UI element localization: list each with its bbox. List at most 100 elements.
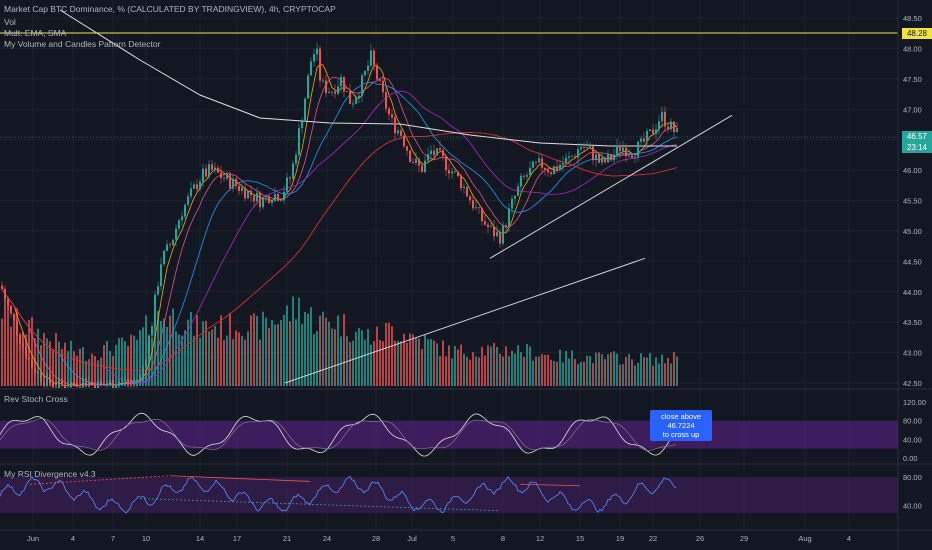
stoch-tick-label: 120.00 [903,398,926,407]
candle-body [598,154,600,163]
candle-body [136,380,138,382]
candle-body [580,147,582,150]
candle-body [370,50,372,66]
candle-body [514,195,516,199]
volume-bar [364,339,366,386]
candle-body [541,158,543,168]
divergence-line [519,483,581,487]
candle-body [328,92,330,93]
candle-body [253,195,255,202]
indicator-pattern-detector[interactable]: My Volume and Candles Pattern Detector [4,39,161,49]
volume-bar [667,357,669,386]
candle-body [661,111,663,122]
candle-body [151,326,153,336]
volume-bar [352,340,354,386]
candle-body [4,288,6,299]
price-tick-label: 44.00 [903,288,922,297]
candle-body [511,198,513,209]
volume-bar [52,349,54,386]
candle-body [163,250,165,265]
volume-bar [13,321,15,386]
candle-body [550,172,552,175]
candle-body [484,221,486,225]
candle-body [442,150,444,157]
volume-bar [520,352,522,386]
candle-body [109,380,111,385]
candle-body [208,164,210,177]
volume-bar [151,337,153,386]
candle-body [535,161,537,163]
candle-body [202,168,204,182]
candle-body [349,91,351,104]
indicator-mult-ema-sma[interactable]: Mult. EMA, SMA [4,28,67,38]
volume-bar [220,315,222,386]
candle-body [604,157,606,163]
volume-bar [331,328,333,386]
volume-bar [196,314,198,386]
volume-bar [268,328,270,386]
volume-bar [277,324,279,386]
volume-bar [478,357,480,386]
price-tick-label: 44.50 [903,257,922,266]
candle-body [478,207,480,209]
volume-bar [484,355,486,386]
volume-bar [118,338,120,386]
volume-bar [661,354,663,386]
volume-bar [637,362,639,386]
time-tick-label: 17 [233,534,241,543]
volume-bar [574,358,576,386]
volume-bar [55,333,57,386]
candle-body [115,386,117,388]
volume-bar [190,311,192,386]
candle-body [127,378,129,383]
candle-body [595,154,597,160]
candle-body [460,176,462,189]
candle-body [331,91,333,93]
volume-bar [238,332,240,386]
candle-body [412,162,414,163]
stoch-pane-title[interactable]: Rev Stoch Cross [4,394,68,404]
candle-body [571,156,573,158]
indicator-vol[interactable]: Vol [4,17,16,27]
candle-body [421,165,423,173]
volume-bar [535,356,537,386]
volume-bar [334,329,336,386]
volume-bar [187,319,189,386]
volume-bar [250,315,252,386]
time-tick-label: 29 [740,534,748,543]
volume-bar [292,296,294,386]
candle-body [265,196,267,198]
candle-body [496,231,498,237]
stoch-tick-label: 0.00 [903,454,918,463]
candle-body [31,359,33,369]
candle-body [205,168,207,177]
volume-bar [16,308,18,386]
candle-body [409,150,411,163]
volume-bar [463,354,465,386]
volume-bar [76,355,78,386]
volume-bar [547,354,549,386]
ma-200-line [59,9,677,147]
candle-body [376,64,378,80]
volume-bar [508,356,510,386]
volume-bar [97,360,99,386]
volume-bar [505,346,507,386]
volume-bar [94,355,96,386]
candle-body [196,184,198,190]
volume-bar [280,320,282,386]
countdown-badge: 23:14 [902,142,932,153]
volume-bar [499,353,501,386]
volume-bar [409,333,411,386]
rsi-pane-title[interactable]: My RSI Divergence v4.3 [4,469,96,479]
candle-body [7,298,9,306]
volume-bar [46,338,48,386]
chart-title: Market Cap BTC Dominance, % (CALCULATED … [4,4,336,14]
volume-bar [646,357,648,386]
volume-bar [571,350,573,386]
rsi-pane: 80.00 40.00 [0,473,922,514]
candle-body [247,190,249,199]
time-tick-label: 26 [696,534,704,543]
volume-bar [139,330,141,386]
volume-bar [109,350,111,386]
